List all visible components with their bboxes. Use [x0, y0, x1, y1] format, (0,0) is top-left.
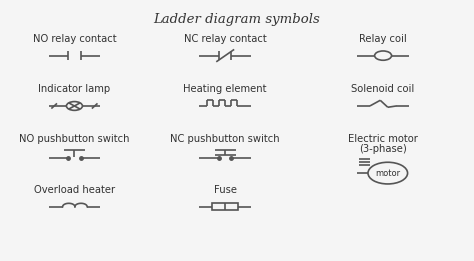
Text: Fuse: Fuse — [214, 185, 237, 195]
Text: Heating element: Heating element — [183, 84, 267, 94]
Text: NO pushbutton switch: NO pushbutton switch — [19, 134, 130, 144]
Text: Overload heater: Overload heater — [34, 185, 115, 195]
Text: (3-phase): (3-phase) — [359, 144, 407, 154]
Text: Ladder diagram symbols: Ladder diagram symbols — [154, 13, 320, 26]
Text: NO relay contact: NO relay contact — [33, 34, 116, 44]
Text: Solenoid coil: Solenoid coil — [351, 84, 415, 94]
Text: motor: motor — [375, 169, 401, 177]
Text: Electric motor: Electric motor — [348, 134, 418, 144]
Text: NC pushbutton switch: NC pushbutton switch — [171, 134, 280, 144]
Text: Indicator lamp: Indicator lamp — [38, 84, 110, 94]
Text: NC relay contact: NC relay contact — [184, 34, 266, 44]
Text: Relay coil: Relay coil — [359, 34, 407, 44]
Bar — [212, 203, 238, 210]
